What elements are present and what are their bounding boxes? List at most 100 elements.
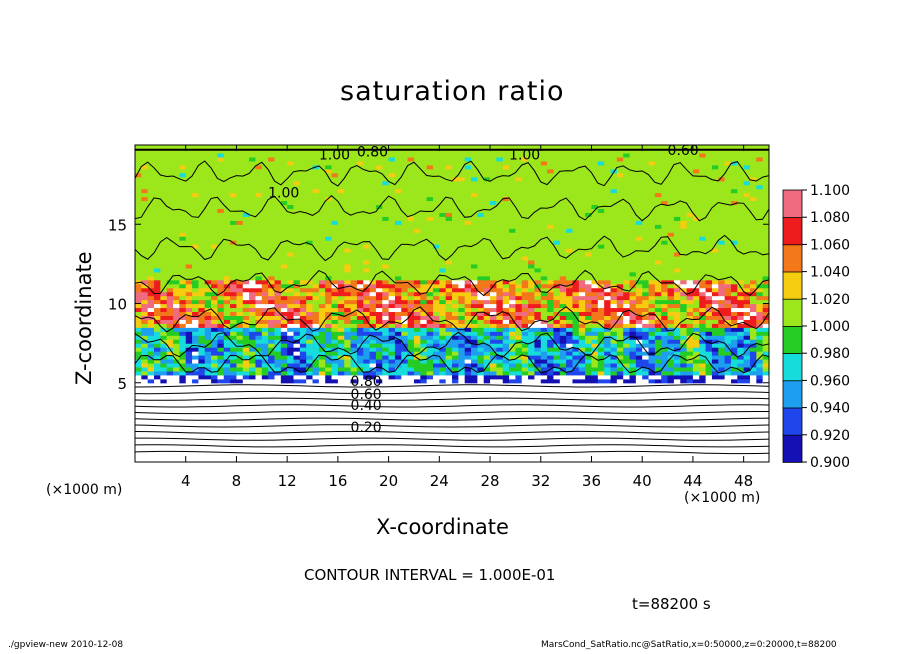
heatmap-cell [356,454,364,459]
heatmap-cell [356,279,364,285]
heatmap-cell [705,311,713,316]
heatmap-cell [242,287,250,293]
heatmap-cell [730,418,738,423]
heatmap-cell [211,386,219,392]
heatmap-cell [344,458,352,462]
heatmap-cell [439,426,447,431]
heatmap-cell [426,362,434,368]
heatmap-cell [667,335,675,340]
heatmap-cell [673,422,681,427]
heatmap-cell [591,355,599,360]
heatmap-cell [464,406,472,412]
heatmap-cell [179,366,187,372]
heatmap-cell [559,267,567,273]
heatmap-cell [673,386,681,392]
heatmap-cell [344,271,352,277]
heatmap-cell [445,410,453,416]
heatmap-cell [287,263,295,269]
heatmap-cell [610,438,618,443]
heatmap-cell [135,434,142,439]
heatmap-cell [375,351,383,356]
heatmap-cell [388,406,396,412]
heatmap-cell [439,442,447,447]
heatmap-cell [337,311,345,316]
heatmap-cell [509,438,516,443]
heatmap-cell [680,271,688,277]
heatmap-cell [356,323,364,328]
heatmap-cell [496,267,504,273]
heatmap-cell [173,358,180,364]
heatmap-cell [699,339,707,344]
heatmap-cell [452,422,459,427]
heatmap-cell [547,454,555,459]
heatmap-cell [705,398,713,404]
heatmap-cell [635,267,643,273]
heatmap-cell [686,406,694,412]
heatmap-cell [439,414,447,420]
heatmap-cell [420,370,428,376]
heatmap-cell [642,378,650,384]
heatmap-cell [471,454,478,459]
heatmap-cell [173,263,180,269]
heatmap-cell [496,335,504,340]
heatmap-cell [724,430,732,435]
heatmap-cell [661,275,669,281]
heatmap-cell [591,386,599,392]
heatmap-cell [680,454,688,459]
heatmap-cell [344,430,352,435]
heatmap-cell [458,355,466,360]
heatmap-cell [667,267,675,273]
heatmap-cell [363,327,371,332]
heatmap-cell [413,283,421,289]
heatmap-cell [344,382,352,388]
heatmap-cell [743,390,751,396]
heatmap-cell [496,458,504,462]
heatmap-cell [280,303,288,309]
heatmap-cell [635,351,643,356]
heatmap-cell [280,410,288,416]
heatmap-cell [147,370,155,376]
heatmap-cell [616,398,624,404]
heatmap-cell [160,386,168,392]
heatmap-cell [496,442,504,447]
heatmap-cell [490,390,497,396]
heatmap-cell [566,327,574,332]
heatmap-cell [166,295,174,301]
heatmap-cell [192,335,199,340]
heatmap-cell [724,303,732,309]
heatmap-cell [350,370,358,376]
heatmap-cell [293,446,301,451]
heatmap-cell [192,402,199,408]
heatmap-cell [249,430,257,435]
heatmap-cell [192,386,199,392]
heatmap-cell [211,343,219,348]
heatmap-cell [382,291,390,297]
heatmap-cell [705,327,713,332]
heatmap-cell [356,351,364,356]
heatmap-cell [325,343,333,348]
heatmap-cell [534,458,542,462]
heatmap-cell [375,454,383,459]
heatmap-cell [762,458,769,462]
heatmap-cell [211,283,219,289]
heatmap-cell [559,343,567,348]
heatmap-cell [616,271,624,277]
heatmap-cell [268,390,276,396]
heatmap-cell [553,386,561,392]
heatmap-cell [287,398,295,404]
heatmap-cell [439,319,447,324]
heatmap-cell [534,446,542,451]
heatmap-cell [604,331,612,336]
heatmap-cell [477,394,485,400]
heatmap-cell [242,283,250,289]
heatmap-cell [673,291,681,297]
heatmap-cell [426,442,434,447]
heatmap-cell [401,291,409,297]
heatmap-cell [578,319,586,324]
heatmap-cell [318,287,326,293]
heatmap-cell [610,390,618,396]
heatmap-cell [274,307,282,313]
heatmap-cell [458,263,466,269]
heatmap-cell [635,386,643,392]
heatmap-cell [502,358,510,364]
